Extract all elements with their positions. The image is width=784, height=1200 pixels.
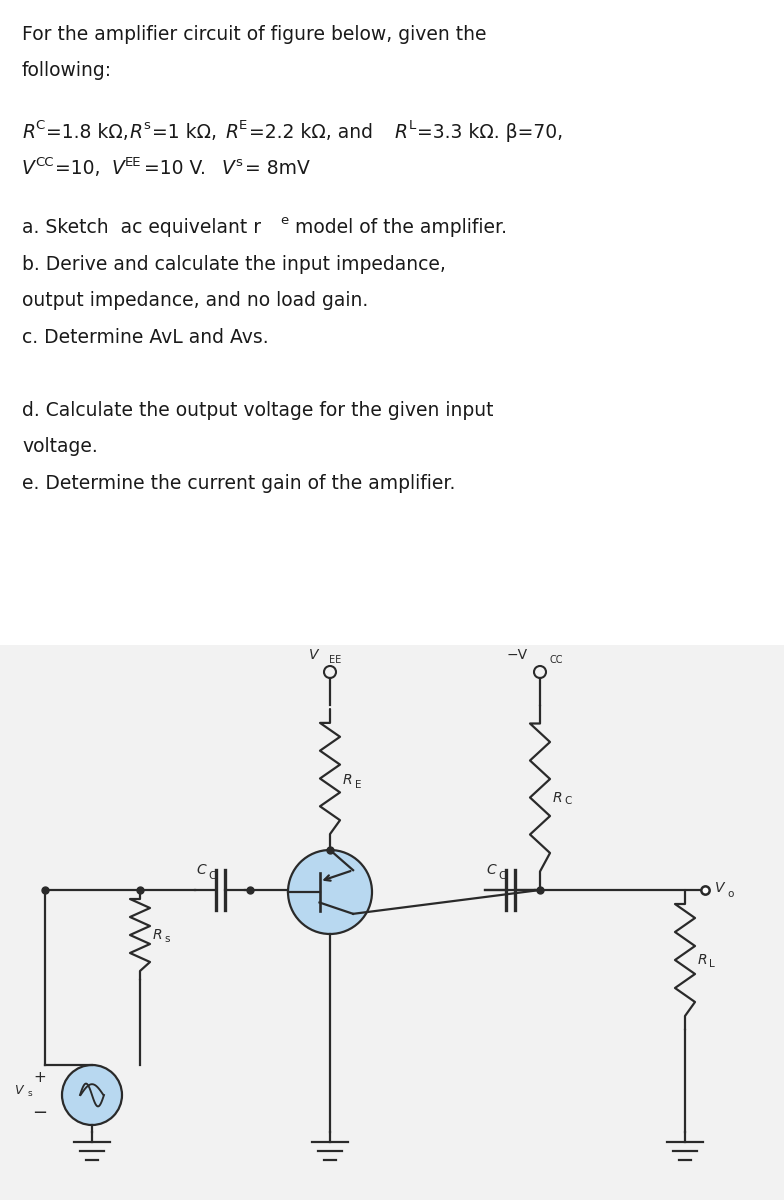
Circle shape [62,1066,122,1126]
Text: e. Determine the current gain of the amplifier.: e. Determine the current gain of the amp… [22,474,456,492]
Text: L: L [710,959,715,970]
Circle shape [288,850,372,934]
Text: V: V [14,1084,22,1097]
Text: CC: CC [550,655,564,665]
Text: E: E [354,780,361,790]
Text: C: C [498,871,506,881]
Text: s: s [165,934,170,944]
Text: R: R [553,791,563,804]
Text: model of the amplifier.: model of the amplifier. [289,218,507,238]
Text: C: C [35,119,45,132]
Text: =3.3 kΩ. β=70,: =3.3 kΩ. β=70, [417,122,564,142]
Text: C: C [564,797,572,806]
Text: CC: CC [35,156,54,168]
Text: E: E [238,119,247,132]
Text: R: R [343,774,353,787]
Text: s: s [143,119,150,132]
Text: L: L [408,119,416,132]
Text: R: R [395,122,408,142]
Text: voltage.: voltage. [22,437,98,456]
Text: R: R [225,122,238,142]
Text: V: V [715,881,724,895]
Text: b. Derive and calculate the input impedance,: b. Derive and calculate the input impeda… [22,254,446,274]
Text: For the amplifier circuit of figure below, given the: For the amplifier circuit of figure belo… [22,25,487,44]
Text: =10,: =10, [55,160,112,179]
Text: following:: following: [22,61,112,80]
Bar [0,646,784,1200]
Text: V: V [222,160,235,179]
Text: s: s [27,1090,32,1098]
Text: =1 kΩ,: =1 kΩ, [152,122,229,142]
Text: =2.2 kΩ, and: =2.2 kΩ, and [249,122,385,142]
Text: −: − [32,1104,48,1122]
Text: c. Determine AvL and Avs.: c. Determine AvL and Avs. [22,328,269,347]
Text: V: V [22,160,34,179]
Text: EE: EE [125,156,141,168]
Text: V: V [111,160,124,179]
Text: s: s [235,156,242,168]
Text: output impedance, and no load gain.: output impedance, and no load gain. [22,292,368,310]
Text: C: C [486,863,495,877]
Text: R: R [698,953,708,967]
Text: C: C [196,863,205,877]
Text: e: e [280,214,289,227]
Text: +: + [34,1069,46,1085]
Text: R: R [129,122,143,142]
Text: =1.8 kΩ,: =1.8 kΩ, [46,122,141,142]
Text: = 8mV: = 8mV [245,160,310,179]
Text: d. Calculate the output voltage for the given input: d. Calculate the output voltage for the … [22,401,493,420]
Text: V: V [308,648,318,662]
Text: C: C [208,871,216,881]
Text: R: R [153,928,162,942]
Text: =10 V.: =10 V. [143,160,218,179]
Text: R: R [22,122,35,142]
Text: EE: EE [329,655,341,665]
Text: o: o [727,889,733,899]
Text: −V: −V [507,648,528,662]
Text: a. Sketch  ac equivelant r: a. Sketch ac equivelant r [22,218,261,238]
